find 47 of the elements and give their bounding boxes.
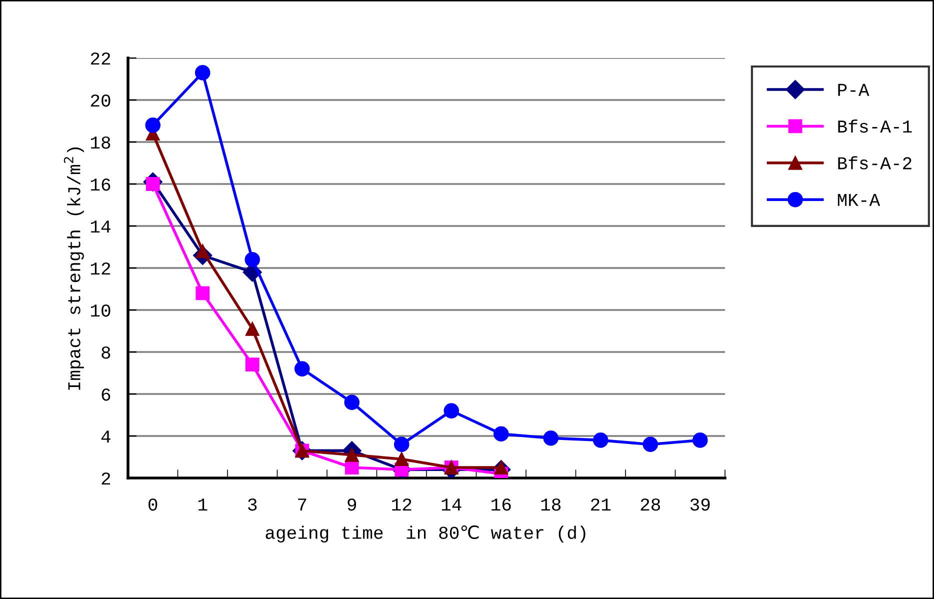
point [692,432,708,448]
point [444,403,460,418]
point [642,436,658,452]
y-axis-title: Impact strength (kJ/m$^{2}$) [64,148,84,390]
y-tick-label: 16 [90,178,110,191]
point [245,322,260,336]
legend-label: Bfs-A-2 [838,156,912,170]
point [592,432,608,448]
x-tick-label: 0 [148,498,158,511]
legend-label: Bfs-A-1 [838,119,912,133]
y-tick-label: 14 [90,220,110,233]
y-tick-label: 20 [90,94,110,107]
y-tick-label: 8 [102,346,110,359]
point [294,361,310,376]
y-tick-label: 2 [102,472,110,485]
point [493,426,509,442]
point [494,460,508,474]
x-tick-label: 18 [541,498,561,511]
x-tick-label: 12 [392,498,412,511]
point [394,452,409,466]
point [196,286,210,300]
legend-label: P-A [838,84,870,96]
x-axis-title: ageing time in 80℃ water (d) [266,525,586,543]
point [543,430,559,446]
y-tick-label: 10 [90,304,110,317]
x-tick-label: 1 [198,498,208,511]
point [194,65,210,80]
x-tick-label: 39 [690,498,710,511]
x-tick-label: 28 [640,498,660,511]
point [344,394,360,410]
x-tick-label: 21 [591,498,611,511]
legend-label: MK-A [838,194,880,206]
x-tick-label: 7 [298,498,306,511]
y-tick-label: 12 [90,262,110,275]
y-tick-label: 6 [102,388,110,401]
point [344,460,359,474]
point [394,436,410,452]
point [245,358,260,372]
point [244,252,260,268]
y-tick-label: 4 [101,430,110,443]
y-tick-label: 22 [90,52,110,65]
y-tick-label: 18 [90,136,110,149]
x-tick-label: 3 [248,498,257,511]
x-tick-label: 14 [442,498,462,511]
point [145,118,161,133]
x-tick-label: 16 [492,498,511,511]
x-tick-label: 9 [348,498,356,511]
